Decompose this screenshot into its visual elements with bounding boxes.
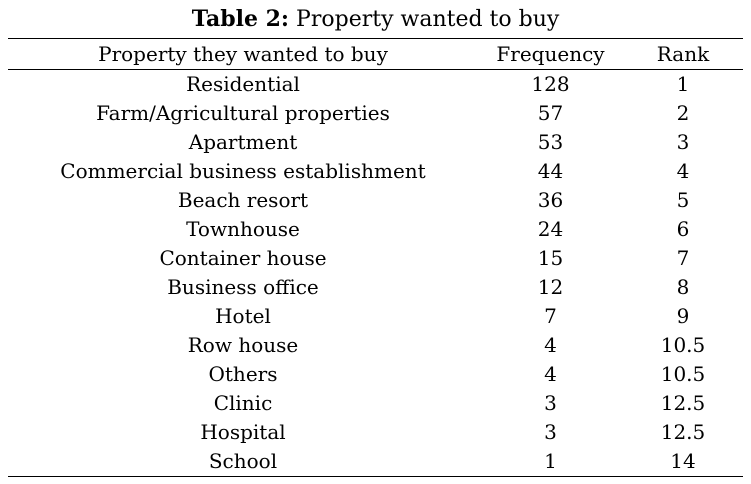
table-row: Farm/Agricultural properties 57 2 bbox=[8, 99, 743, 128]
table-caption-label: Table 2: bbox=[191, 6, 290, 32]
cell-property: Clinic bbox=[213, 391, 273, 415]
table-caption: Table 2: Property wanted to buy bbox=[0, 4, 751, 35]
cell-rank: 3 bbox=[676, 130, 690, 154]
cell-rank: 4 bbox=[676, 159, 690, 183]
cell-rank: 8 bbox=[676, 275, 690, 299]
table-row: Hospital 3 12.5 bbox=[8, 418, 743, 447]
cell-frequency: 12 bbox=[537, 275, 564, 299]
column-header-rank: Rank bbox=[656, 42, 710, 66]
cell-rank: 9 bbox=[676, 304, 690, 328]
table-row: Commercial business establishment 44 4 bbox=[8, 157, 743, 186]
table-row: Container house 15 7 bbox=[8, 244, 743, 273]
cell-property: Row house bbox=[187, 333, 299, 357]
table-row: Others 4 10.5 bbox=[8, 360, 743, 389]
cell-frequency: 1 bbox=[544, 449, 557, 473]
cell-property: Beach resort bbox=[177, 188, 309, 212]
cell-frequency: 7 bbox=[544, 304, 557, 328]
table-header: Property they wanted to buy Frequency Ra… bbox=[8, 38, 743, 70]
table-row: Clinic 3 12.5 bbox=[8, 389, 743, 418]
table-row: School 1 14 bbox=[8, 447, 743, 477]
table-body: Residential 128 1 Farm/Agricultural propert… bbox=[8, 70, 743, 477]
cell-frequency: 15 bbox=[537, 246, 564, 270]
cell-frequency: 3 bbox=[544, 391, 557, 415]
property-table: Property they wanted to buy Frequency Ra… bbox=[8, 38, 743, 477]
table-row: Hotel 7 9 bbox=[8, 302, 743, 331]
table-row: Residential 128 1 bbox=[8, 70, 743, 100]
cell-rank: 10.5 bbox=[660, 362, 706, 386]
cell-frequency: 3 bbox=[544, 420, 557, 444]
cell-property: Farm/Agricultural properties bbox=[96, 101, 390, 125]
cell-property: Container house bbox=[159, 246, 327, 270]
cell-frequency: 44 bbox=[537, 159, 564, 183]
cell-property: Hotel bbox=[215, 304, 271, 328]
cell-rank: 12.5 bbox=[660, 391, 706, 415]
cell-property: Apartment bbox=[188, 130, 298, 154]
cell-rank: 10.5 bbox=[660, 333, 706, 357]
cell-frequency: 4 bbox=[544, 362, 557, 386]
cell-rank: 5 bbox=[676, 188, 690, 212]
cell-property: Business office bbox=[167, 275, 319, 299]
cell-rank: 7 bbox=[676, 246, 690, 270]
cell-rank: 14 bbox=[670, 449, 696, 473]
cell-rank: 2 bbox=[676, 101, 690, 125]
column-header-property: Property they wanted to buy bbox=[98, 42, 388, 66]
cell-rank: 12.5 bbox=[660, 420, 706, 444]
table-row: Apartment 53 3 bbox=[8, 128, 743, 157]
cell-property: Residential bbox=[186, 72, 300, 96]
cell-frequency: 53 bbox=[537, 130, 564, 154]
cell-frequency: 4 bbox=[544, 333, 557, 357]
table-row: Business office 12 8 bbox=[8, 273, 743, 302]
cell-property: Commercial business establishment bbox=[60, 159, 426, 183]
cell-property: Others bbox=[208, 362, 278, 386]
cell-frequency: 36 bbox=[537, 188, 564, 212]
table-caption-title: Property wanted to buy bbox=[296, 7, 560, 32]
column-header-frequency: Frequency bbox=[496, 42, 605, 66]
cell-rank: 6 bbox=[676, 217, 690, 241]
table-row: Beach resort 36 5 bbox=[8, 186, 743, 215]
cell-property: School bbox=[208, 449, 278, 473]
table-header-row: Property they wanted to buy Frequency Ra… bbox=[8, 38, 743, 70]
cell-property: Hospital bbox=[200, 420, 286, 444]
cell-rank: 1 bbox=[676, 72, 690, 96]
cell-frequency: 128 bbox=[531, 72, 570, 96]
cell-frequency: 57 bbox=[537, 101, 564, 125]
cell-property: Townhouse bbox=[186, 217, 300, 241]
table-row: Row house 4 10.5 bbox=[8, 331, 743, 360]
cell-frequency: 24 bbox=[537, 217, 564, 241]
table-row: Townhouse 24 6 bbox=[8, 215, 743, 244]
